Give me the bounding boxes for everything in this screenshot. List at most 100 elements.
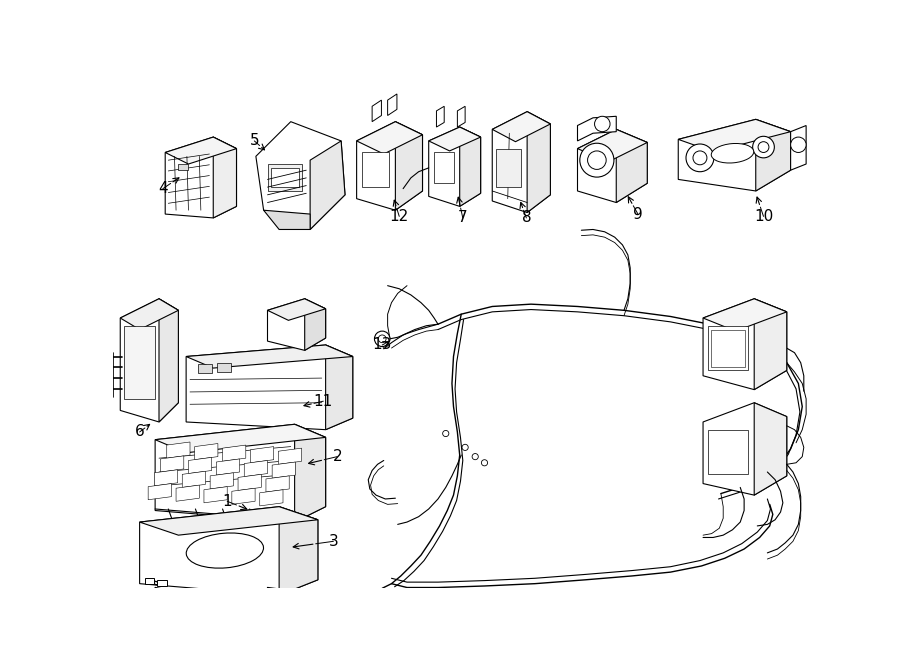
- Polygon shape: [159, 299, 178, 422]
- Bar: [217, 363, 231, 372]
- Bar: [434, 153, 454, 183]
- Polygon shape: [155, 424, 326, 522]
- Circle shape: [588, 151, 607, 169]
- Text: 3: 3: [328, 534, 338, 549]
- Circle shape: [595, 116, 610, 132]
- Polygon shape: [754, 403, 787, 495]
- Bar: [707, 326, 748, 370]
- Circle shape: [752, 136, 774, 158]
- Polygon shape: [278, 448, 302, 464]
- Polygon shape: [182, 471, 205, 487]
- Bar: [198, 364, 212, 373]
- Circle shape: [472, 453, 478, 459]
- Text: 11: 11: [314, 394, 333, 408]
- Polygon shape: [266, 476, 289, 492]
- Polygon shape: [216, 459, 239, 475]
- Polygon shape: [527, 112, 551, 213]
- Polygon shape: [578, 130, 647, 202]
- Polygon shape: [232, 488, 255, 504]
- Polygon shape: [578, 116, 617, 141]
- Ellipse shape: [186, 533, 264, 568]
- Polygon shape: [244, 461, 267, 477]
- Polygon shape: [238, 475, 261, 490]
- Polygon shape: [148, 484, 171, 500]
- Polygon shape: [388, 94, 397, 116]
- Text: 8: 8: [521, 210, 531, 225]
- Polygon shape: [457, 106, 465, 127]
- Polygon shape: [790, 126, 806, 170]
- Bar: [267, 164, 302, 191]
- Circle shape: [443, 430, 449, 437]
- Polygon shape: [436, 106, 445, 127]
- Polygon shape: [272, 462, 295, 478]
- Polygon shape: [679, 120, 790, 152]
- Polygon shape: [279, 507, 318, 595]
- Polygon shape: [222, 445, 246, 461]
- Text: 12: 12: [390, 209, 409, 224]
- Polygon shape: [679, 120, 790, 191]
- Polygon shape: [703, 403, 787, 495]
- Bar: [496, 149, 521, 187]
- Text: 1: 1: [222, 494, 232, 509]
- Polygon shape: [310, 141, 345, 229]
- Bar: [178, 164, 188, 170]
- Polygon shape: [211, 473, 233, 489]
- Text: 9: 9: [633, 207, 643, 221]
- Bar: [711, 330, 745, 367]
- Polygon shape: [250, 447, 274, 463]
- Polygon shape: [213, 137, 237, 218]
- Polygon shape: [305, 299, 326, 350]
- Polygon shape: [703, 299, 787, 331]
- Polygon shape: [372, 100, 382, 122]
- Polygon shape: [176, 485, 199, 501]
- Text: 7: 7: [458, 210, 468, 225]
- Text: 10: 10: [754, 209, 773, 224]
- Polygon shape: [204, 486, 227, 503]
- Polygon shape: [326, 345, 353, 430]
- Text: 5: 5: [249, 134, 259, 149]
- Bar: [145, 578, 155, 584]
- Polygon shape: [356, 122, 422, 210]
- Bar: [707, 430, 748, 475]
- Circle shape: [693, 151, 706, 165]
- Polygon shape: [260, 490, 283, 506]
- Bar: [124, 326, 155, 399]
- Polygon shape: [267, 299, 326, 321]
- Polygon shape: [356, 122, 422, 154]
- Polygon shape: [188, 457, 212, 473]
- Polygon shape: [166, 442, 190, 458]
- Polygon shape: [186, 345, 353, 430]
- Circle shape: [378, 335, 386, 342]
- Polygon shape: [294, 424, 326, 522]
- Polygon shape: [140, 507, 318, 535]
- Bar: [272, 168, 299, 187]
- Polygon shape: [492, 112, 551, 141]
- Polygon shape: [186, 345, 353, 368]
- Text: 6: 6: [135, 424, 145, 440]
- Text: 13: 13: [373, 338, 392, 352]
- Polygon shape: [395, 122, 422, 210]
- Polygon shape: [155, 470, 177, 486]
- Polygon shape: [578, 130, 647, 162]
- Polygon shape: [121, 299, 178, 330]
- Polygon shape: [428, 127, 481, 206]
- Polygon shape: [616, 130, 647, 202]
- Polygon shape: [155, 424, 326, 453]
- Polygon shape: [460, 127, 481, 206]
- Polygon shape: [267, 299, 326, 350]
- Polygon shape: [256, 122, 345, 229]
- Circle shape: [580, 143, 614, 177]
- Circle shape: [758, 141, 769, 153]
- Text: 2: 2: [332, 449, 342, 464]
- Polygon shape: [756, 120, 790, 191]
- Polygon shape: [166, 137, 237, 218]
- Polygon shape: [121, 299, 178, 422]
- Bar: [362, 153, 389, 187]
- Ellipse shape: [711, 143, 753, 163]
- Polygon shape: [194, 444, 218, 459]
- Polygon shape: [160, 456, 184, 472]
- Polygon shape: [428, 127, 481, 151]
- Text: 4: 4: [158, 181, 167, 196]
- Polygon shape: [703, 299, 787, 389]
- Circle shape: [374, 331, 390, 346]
